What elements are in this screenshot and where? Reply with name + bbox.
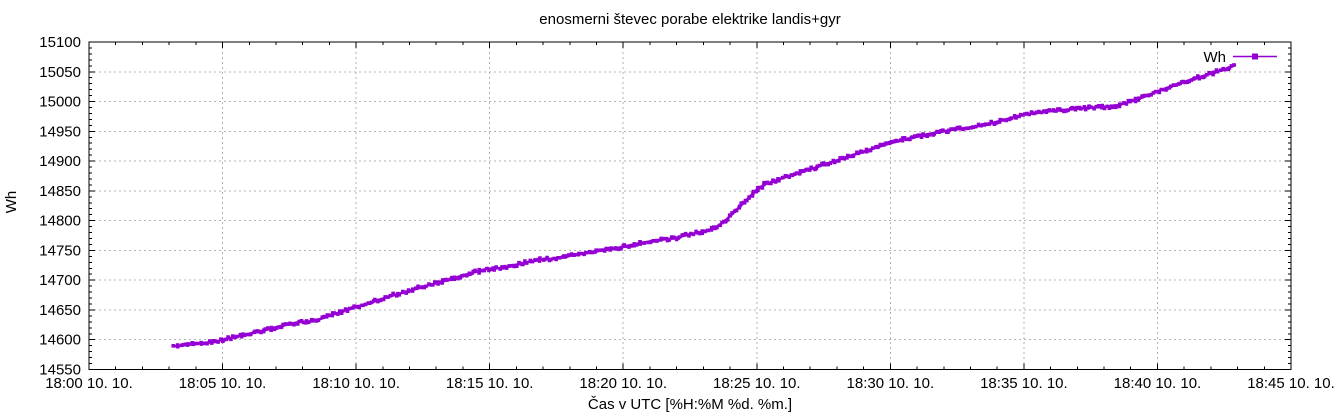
y-tick-label: 15050: [39, 64, 81, 81]
grid: [89, 42, 1291, 370]
y-tick-label: 14800: [39, 213, 81, 230]
x-tick-label: 18:05 10. 10.: [179, 375, 267, 392]
x-tick-labels: 18:00 10. 10. 18:05 10. 10. 18:10 10. 10. 1…: [45, 375, 1335, 392]
y-tick-label: 14900: [39, 153, 81, 170]
chart-title: enosmerni števec porabe elektrike landis…: [539, 11, 840, 28]
wh-series-point-markers: [171, 63, 1236, 349]
x-tick-label: 18:40 10. 10.: [1114, 375, 1202, 392]
x-tick-label: 18:00 10. 10.: [45, 375, 133, 392]
y-tick-label: 15100: [39, 34, 81, 51]
y-tick-label: 14650: [39, 302, 81, 319]
y-tick-label: 14950: [39, 123, 81, 140]
x-tick-label: 18:35 10. 10.: [980, 375, 1068, 392]
x-tick-label: 18:10 10. 10.: [312, 375, 400, 392]
y-tick-label: 14550: [39, 362, 81, 379]
x-tick-label: 18:25 10. 10.: [713, 375, 801, 392]
legend: Wh: [1204, 49, 1277, 66]
y-tick-label: 14750: [39, 242, 81, 259]
x-tick-label: 18:45 10. 10.: [1247, 375, 1335, 392]
y-tick-label: 14700: [39, 272, 81, 289]
y-axis-label: Wh: [3, 191, 20, 214]
y-tick-labels: 14550 14600 14650 14700 14750 14800 14850 14900…: [39, 34, 81, 379]
x-axis-label: Čas v UTC [%H:%M %d. %m.]: [588, 396, 792, 413]
x-tick-label: 18:20 10. 10.: [579, 375, 667, 392]
y-tick-label: 14850: [39, 183, 81, 200]
x-tick-label: 18:15 10. 10.: [446, 375, 534, 392]
wh-series: [171, 63, 1237, 349]
y-tick-label: 14600: [39, 332, 81, 349]
legend-sample-marker-icon: [1252, 53, 1258, 60]
x-tick-label: 18:30 10. 10.: [847, 375, 935, 392]
axis-ticks: [88, 41, 1292, 370]
plot-border: [88, 41, 1292, 370]
legend-label-wh: Wh: [1204, 49, 1227, 66]
y-tick-label: 15000: [39, 94, 81, 111]
